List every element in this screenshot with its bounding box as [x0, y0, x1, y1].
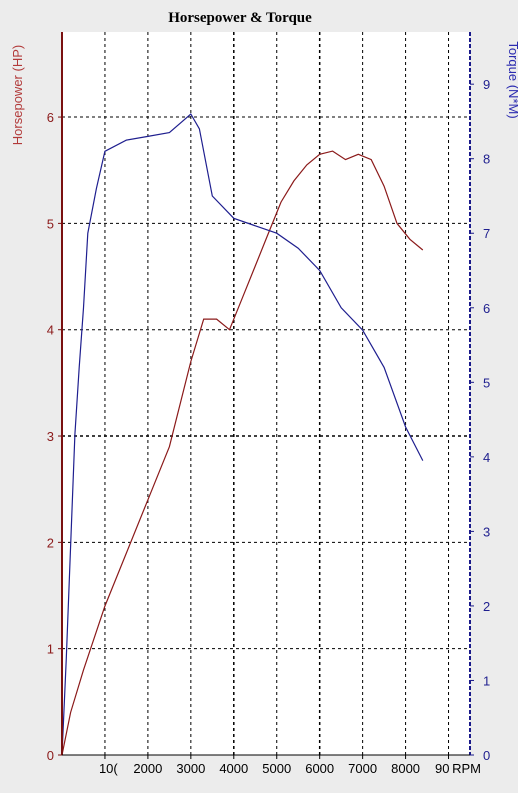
right-tick-label: 4 — [483, 450, 490, 465]
left-tick-label: 2 — [47, 535, 54, 550]
right-tick-label: 5 — [483, 375, 490, 390]
left-ticks: 0 1 2 3 4 5 6 — [47, 110, 62, 763]
right-tick-label: 1 — [483, 673, 490, 688]
left-tick-label: 5 — [47, 216, 54, 231]
right-ticks: 0 1 2 3 4 5 6 7 8 9 — [470, 77, 490, 763]
left-tick-label: 3 — [47, 429, 54, 444]
x-tick-label: 2000 — [133, 761, 162, 776]
x-tick-label: 4000 — [219, 761, 248, 776]
right-tick-label: 6 — [483, 301, 490, 316]
x-tick-label: 3000 — [176, 761, 205, 776]
series-line-horsepower — [61, 150, 424, 756]
right-tick-label: 0 — [483, 748, 490, 763]
series-line-torque — [61, 113, 424, 756]
left-tick-label: 1 — [47, 642, 54, 657]
x-tick-label: 7000 — [348, 761, 377, 776]
x-ticks: 10( 2000 3000 4000 5000 6000 7000 8000 90 RPM — [99, 755, 481, 776]
x-tick-label: 5000 — [262, 761, 291, 776]
left-tick-label: 4 — [47, 323, 54, 338]
right-tick-label: 3 — [483, 524, 490, 539]
left-axis-label: Horsepower (HP) — [10, 45, 25, 145]
plot-area — [62, 32, 470, 755]
chart-title: Horsepower & Torque — [168, 10, 312, 26]
right-axis-label: Torque (N*M) — [506, 41, 518, 118]
x-tick-label: 6000 — [305, 761, 334, 776]
left-tick-label: 6 — [47, 110, 54, 125]
right-tick-label: 8 — [483, 152, 490, 167]
x-tick-label: 10( — [99, 761, 118, 776]
right-tick-label: 2 — [483, 599, 490, 614]
right-tick-label: 7 — [483, 226, 490, 241]
right-tick-label: 9 — [483, 77, 490, 92]
x-tick-label: 90 — [435, 761, 449, 776]
grid — [62, 32, 470, 755]
left-tick-label: 0 — [47, 748, 54, 763]
series-group — [61, 113, 424, 756]
x-tick-label: 8000 — [391, 761, 420, 776]
x-axis-label: RPM — [452, 761, 481, 776]
